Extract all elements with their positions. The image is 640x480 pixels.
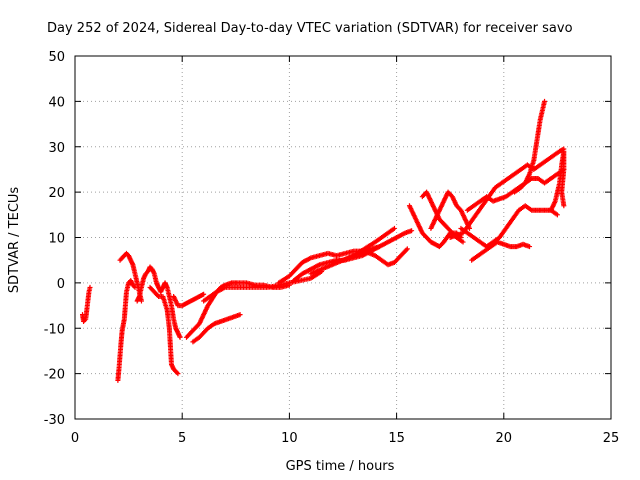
series-s18	[469, 239, 533, 263]
x-tick-label: 15	[388, 431, 405, 446]
x-tick-label: 25	[603, 431, 620, 446]
data-point	[138, 298, 144, 304]
chart-title: Day 252 of 2024, Sidereal Day-to-day VTE…	[47, 21, 573, 36]
series-s8	[190, 312, 243, 345]
y-axis-label: SDTVAR / TECUs	[7, 187, 22, 294]
series-s10	[276, 244, 382, 286]
data-point	[409, 228, 415, 234]
series-s13	[329, 246, 410, 268]
data-point	[404, 246, 410, 252]
x-tick-label: 5	[178, 431, 186, 446]
x-tick-label: 10	[281, 431, 298, 446]
series-s4	[134, 264, 183, 340]
y-tick-label: -30	[44, 413, 65, 428]
data-point	[177, 334, 183, 340]
grid-lines	[75, 56, 611, 419]
series-s6	[171, 291, 207, 309]
y-tick-label: 10	[48, 232, 65, 247]
series-s7	[183, 280, 292, 340]
series-s9	[201, 269, 325, 304]
y-tick-label: -10	[44, 322, 65, 337]
data-point	[527, 244, 533, 250]
data-point	[391, 225, 397, 231]
series-s15	[419, 189, 464, 240]
y-tick-label: 0	[57, 277, 65, 292]
y-tick-label: -20	[44, 368, 65, 383]
data-point	[561, 203, 567, 209]
data-point	[460, 239, 466, 245]
data-point	[201, 291, 207, 297]
y-tick-label: 30	[48, 141, 65, 156]
series-s1	[80, 284, 93, 324]
series-s2	[115, 278, 138, 383]
data-points	[80, 98, 567, 383]
data-point	[237, 312, 243, 318]
axis-ticks: 0 5 10 15 20 25 -30 -20 -10 0 10 20 30 40 50	[44, 50, 620, 446]
y-tick-label: 20	[48, 186, 65, 201]
series-s17	[458, 203, 560, 250]
y-tick-label: 50	[48, 50, 65, 65]
data-point	[542, 98, 548, 104]
series-s21	[512, 98, 548, 195]
x-tick-label: 20	[496, 431, 513, 446]
data-point	[554, 212, 560, 218]
series-s22	[548, 148, 567, 213]
data-point	[87, 284, 93, 290]
x-tick-label: 0	[71, 431, 79, 446]
series-s5	[147, 284, 181, 377]
data-point	[175, 371, 181, 377]
series-s16	[428, 189, 472, 231]
y-tick-label: 40	[48, 95, 65, 110]
x-axis-label: GPS time / hours	[286, 459, 395, 474]
